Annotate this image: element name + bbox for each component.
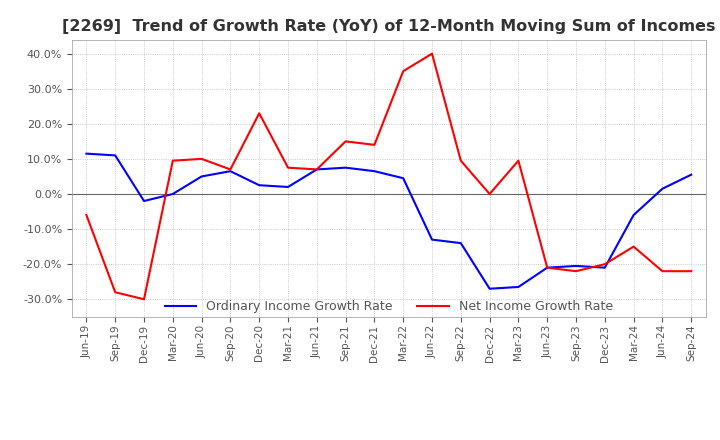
Ordinary Income Growth Rate [629, 213, 638, 218]
Ordinary Income Growth Rate [312, 167, 321, 172]
Ordinary Income Growth Rate [341, 165, 350, 170]
Net Income Growth Rate [572, 268, 580, 274]
Net Income Growth Rate [456, 158, 465, 163]
Net Income Growth Rate [140, 297, 148, 302]
Net Income Growth Rate [284, 165, 292, 170]
Net Income Growth Rate [111, 290, 120, 295]
Net Income Growth Rate [312, 167, 321, 172]
Net Income Growth Rate [168, 158, 177, 163]
Net Income Growth Rate [82, 213, 91, 218]
Ordinary Income Growth Rate [428, 237, 436, 242]
Ordinary Income Growth Rate [485, 286, 494, 291]
Net Income Growth Rate [658, 268, 667, 274]
Net Income Growth Rate [226, 167, 235, 172]
Ordinary Income Growth Rate [572, 263, 580, 268]
Ordinary Income Growth Rate [687, 172, 696, 177]
Net Income Growth Rate [687, 268, 696, 274]
Net Income Growth Rate [399, 69, 408, 74]
Ordinary Income Growth Rate [168, 191, 177, 197]
Line: Ordinary Income Growth Rate: Ordinary Income Growth Rate [86, 154, 691, 289]
Net Income Growth Rate [514, 158, 523, 163]
Ordinary Income Growth Rate [514, 284, 523, 290]
Net Income Growth Rate [255, 110, 264, 116]
Ordinary Income Growth Rate [284, 184, 292, 190]
Ordinary Income Growth Rate [456, 241, 465, 246]
Net Income Growth Rate [370, 142, 379, 147]
Ordinary Income Growth Rate [600, 265, 609, 270]
Net Income Growth Rate [485, 191, 494, 197]
Ordinary Income Growth Rate [543, 265, 552, 270]
Net Income Growth Rate [428, 51, 436, 56]
Ordinary Income Growth Rate [399, 176, 408, 181]
Net Income Growth Rate [341, 139, 350, 144]
Ordinary Income Growth Rate [82, 151, 91, 156]
Ordinary Income Growth Rate [226, 169, 235, 174]
Legend: Ordinary Income Growth Rate, Net Income Growth Rate: Ordinary Income Growth Rate, Net Income … [165, 301, 613, 313]
Title: [2269]  Trend of Growth Rate (YoY) of 12-Month Moving Sum of Incomes: [2269] Trend of Growth Rate (YoY) of 12-… [62, 19, 716, 34]
Ordinary Income Growth Rate [658, 186, 667, 191]
Net Income Growth Rate [543, 265, 552, 270]
Ordinary Income Growth Rate [197, 174, 206, 179]
Ordinary Income Growth Rate [255, 183, 264, 188]
Net Income Growth Rate [629, 244, 638, 249]
Line: Net Income Growth Rate: Net Income Growth Rate [86, 54, 691, 299]
Ordinary Income Growth Rate [370, 169, 379, 174]
Net Income Growth Rate [197, 156, 206, 161]
Ordinary Income Growth Rate [140, 198, 148, 204]
Net Income Growth Rate [600, 261, 609, 267]
Ordinary Income Growth Rate [111, 153, 120, 158]
